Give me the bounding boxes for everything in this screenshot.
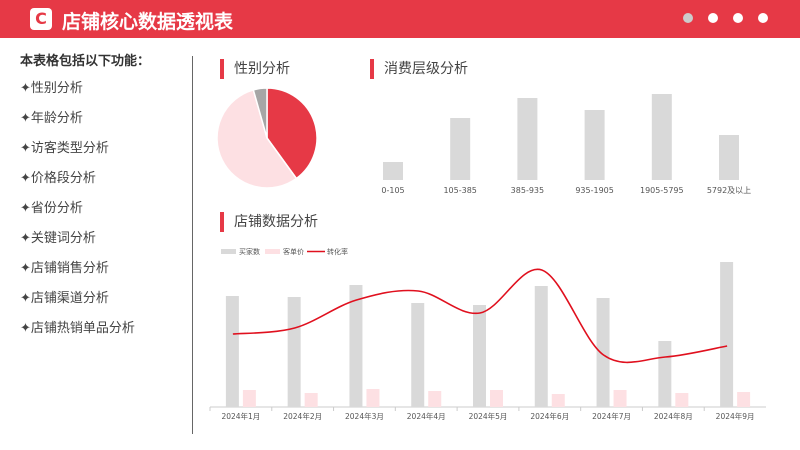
buyers-bar	[225, 296, 239, 407]
buyers-bar	[349, 285, 363, 407]
consumption-tick-label: 385-935	[511, 186, 544, 195]
divider	[192, 56, 193, 434]
x-tick-label: 2024年3月	[345, 411, 384, 421]
legend-swatch-buyers	[221, 249, 236, 254]
price-bar	[428, 391, 442, 407]
buyers-bar	[658, 341, 672, 407]
section-title-consumption: 消费层级分析	[370, 59, 468, 79]
consumption-tick-label: 5792及以上	[707, 186, 751, 195]
header-bar: C 店铺核心数据透视表	[0, 0, 800, 38]
buyers-bar	[473, 305, 486, 407]
price-bar	[613, 390, 627, 407]
buyers-bar	[287, 297, 301, 407]
x-tick-label: 2024年1月	[221, 411, 260, 421]
pie-slice	[216, 88, 298, 189]
price-bar	[737, 392, 751, 407]
feature-item: ✦关键词分析	[20, 231, 96, 246]
feature-item: ✦店铺渠道分析	[20, 291, 109, 306]
legend-swatch-price	[265, 249, 280, 254]
feature-item: ✦店铺销售分析	[20, 261, 109, 276]
consumption-bar	[517, 98, 538, 180]
consumption-bar	[584, 110, 605, 180]
x-tick-label: 2024年8月	[654, 411, 693, 421]
consumption-tick-label: 935-1905	[575, 186, 614, 195]
x-tick-label: 2024年4月	[407, 411, 446, 421]
consumption-bar	[450, 118, 471, 180]
consumption-tick-label: 0-105	[381, 186, 404, 195]
legend-label-price: 客单价	[283, 247, 304, 256]
feature-item: ✦访客类型分析	[20, 141, 109, 156]
price-bar	[242, 390, 256, 407]
x-tick-label: 2024年6月	[530, 411, 569, 421]
pie-slice	[252, 87, 268, 139]
consumption-bar	[651, 94, 672, 180]
consumption-tick-label: 105-385	[443, 186, 476, 195]
consumption-bar	[383, 162, 403, 180]
price-bar	[675, 393, 689, 407]
x-tick-label: 2024年2月	[283, 411, 322, 421]
consumption-bar	[719, 135, 739, 180]
price-bar	[304, 393, 318, 407]
price-bar	[366, 389, 380, 407]
feature-item: ✦年龄分析	[20, 111, 83, 126]
buyers-bar	[534, 286, 548, 407]
consumption-tick-label: 1905-5795	[640, 186, 684, 195]
feature-item: ✦性别分析	[20, 81, 83, 96]
buyers-bar	[596, 298, 610, 407]
pie-slice	[266, 87, 318, 180]
feature-item: ✦店铺热销单品分析	[20, 321, 135, 336]
x-tick-label: 2024年5月	[469, 411, 508, 421]
feature-item: ✦价格段分析	[20, 171, 96, 186]
section-title-store: 店铺数据分析	[220, 212, 318, 232]
window-dots	[683, 13, 768, 23]
conversion-line	[232, 268, 728, 364]
dot-icon	[733, 13, 743, 23]
price-bar	[551, 394, 565, 407]
logo: C	[30, 8, 52, 30]
section-title-gender: 性别分析	[220, 59, 290, 79]
buyers-bar	[411, 303, 425, 407]
feature-item: ✦省份分析	[20, 201, 83, 216]
dot-icon	[758, 13, 768, 23]
legend-label-conversion: 转化率	[327, 247, 348, 256]
x-tick-label: 2024年7月	[592, 411, 631, 421]
page-title: 店铺核心数据透视表	[62, 11, 234, 33]
x-tick-label: 2024年9月	[716, 411, 755, 421]
legend-label-buyers: 买家数	[239, 247, 260, 256]
dot-icon	[683, 13, 693, 23]
feature-list: 本表格包括以下功能： ✦性别分析 ✦年龄分析 ✦访客类型分析 ✦价格段分析 ✦省份分析 ✦…	[20, 50, 150, 347]
buyers-bar	[720, 262, 734, 407]
feature-intro: 本表格包括以下功能：	[20, 54, 151, 69]
price-bar	[490, 390, 503, 407]
dot-icon	[708, 13, 718, 23]
